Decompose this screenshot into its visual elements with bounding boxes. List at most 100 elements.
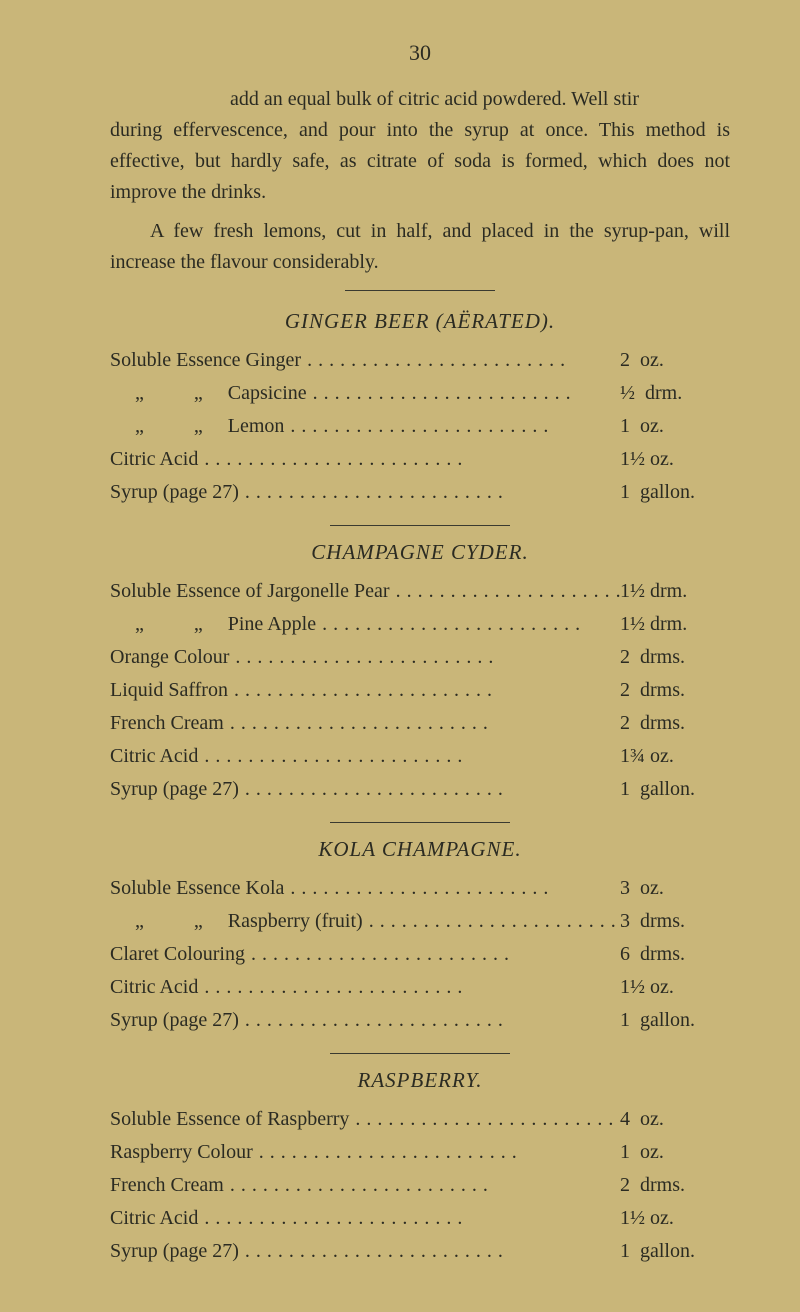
recipe-ingredient-value: 1 gallon. — [620, 1004, 730, 1037]
recipe-ingredient-label: French Cream — [110, 1169, 224, 1202]
leader-dots: ........................ — [239, 1235, 620, 1268]
page-number: 30 — [110, 40, 730, 66]
leader-dots: ........................ — [228, 674, 620, 707]
leader-dots: ........................ — [198, 1202, 620, 1235]
recipe-line: French Cream........................2 dr… — [110, 707, 730, 740]
recipe-ingredient-value: 1 oz. — [620, 410, 730, 443]
recipe-ingredient-value: 1 gallon. — [620, 773, 730, 806]
leader-dots: ........................ — [284, 872, 620, 905]
recipe-ingredient-value: 1½ oz. — [620, 443, 730, 476]
recipe-line: „ „ Raspberry (fruit)...................… — [110, 905, 730, 938]
recipe-line: „ „ Pine Apple........................1½… — [110, 608, 730, 641]
recipe-ingredient-label: Soluble Essence of Raspberry — [110, 1103, 349, 1136]
recipe-ingredient-value: 1¾ oz. — [620, 740, 730, 773]
leader-dots: ........................ — [229, 641, 620, 674]
leader-dots: ........................ — [198, 971, 620, 1004]
recipe-ingredient-value: 3 drms. — [620, 905, 730, 938]
recipe-line: Syrup (page 27)........................1… — [110, 773, 730, 806]
recipe-ingredient-value: 1½ oz. — [620, 1202, 730, 1235]
leader-dots: ........................ — [224, 1169, 620, 1202]
recipe-ingredient-label: Soluble Essence of Jargonelle Pear — [110, 575, 390, 608]
recipe-line: Citric Acid........................1½ oz… — [110, 443, 730, 476]
recipe-line: „ „ Lemon........................1 oz. — [110, 410, 730, 443]
leader-dots: ........................ — [363, 905, 620, 938]
recipe-ingredient-label: Citric Acid — [110, 443, 198, 476]
leader-dots: ........................ — [224, 707, 620, 740]
divider — [330, 822, 510, 823]
recipe-line: „ „ Capsicine........................½ d… — [110, 377, 730, 410]
recipe-line: Syrup (page 27)........................1… — [110, 1235, 730, 1268]
recipe-ingredient-label: Raspberry Colour — [110, 1136, 253, 1169]
recipe-line: Syrup (page 27)........................1… — [110, 476, 730, 509]
recipe-line: Citric Acid........................1¾ oz… — [110, 740, 730, 773]
recipe-ingredient-label: Citric Acid — [110, 740, 198, 773]
leader-dots: ........................ — [245, 938, 620, 971]
leader-dots: ........................ — [239, 1004, 620, 1037]
recipe-line: French Cream........................2 dr… — [110, 1169, 730, 1202]
leader-dots: ........................ — [307, 377, 620, 410]
leader-dots: ........................ — [239, 476, 620, 509]
leader-dots: ........................ — [198, 443, 620, 476]
leader-dots: ........................ — [316, 608, 620, 641]
intro-paragraph-2: A few fresh lemons, cut in half, and pla… — [110, 216, 730, 278]
recipe-ingredient-label: French Cream — [110, 707, 224, 740]
recipe-ingredient-label: Syrup (page 27) — [110, 1004, 239, 1037]
leader-dots: ........................ — [284, 410, 620, 443]
intro-rest: during effervescence, and pour into the … — [110, 119, 730, 203]
divider — [330, 525, 510, 526]
leader-dots: ........................ — [198, 740, 620, 773]
recipe-line: Syrup (page 27)........................1… — [110, 1004, 730, 1037]
recipe-title: KOLA CHAMPAGNE. — [110, 837, 730, 862]
intro-line-1: add an equal bulk of citric acid powdere… — [110, 84, 730, 115]
leader-dots: ........................ — [239, 773, 620, 806]
recipe-line: Claret Colouring........................… — [110, 938, 730, 971]
leader-dots: ........................ — [301, 344, 620, 377]
page: 30 add an equal bulk of citric acid powd… — [0, 0, 800, 1308]
recipe-ingredient-value: ½ drm. — [620, 377, 730, 410]
recipe-title: GINGER BEER (AËRATED). — [110, 309, 730, 334]
leader-dots: ........................ — [349, 1103, 620, 1136]
divider — [345, 290, 495, 291]
recipe-line: Soluble Essence of Jargonelle Pear......… — [110, 575, 730, 608]
recipe-title: CHAMPAGNE CYDER. — [110, 540, 730, 565]
recipe-ingredient-value: 6 drms. — [620, 938, 730, 971]
recipe-ingredient-label: Soluble Essence Ginger — [110, 344, 301, 377]
recipe-line: Liquid Saffron........................2 … — [110, 674, 730, 707]
leader-dots: ........................ — [390, 575, 620, 608]
recipe-ingredient-label: „ „ Capsicine — [110, 377, 307, 410]
recipe-ingredient-value: 1 gallon. — [620, 476, 730, 509]
recipe-ingredient-value: 1½ oz. — [620, 971, 730, 1004]
leader-dots: ........................ — [253, 1136, 620, 1169]
recipe-ingredient-value: 2 drms. — [620, 641, 730, 674]
recipe-ingredient-value: 2 oz. — [620, 344, 730, 377]
recipe-ingredient-value: 4 oz. — [620, 1103, 730, 1136]
recipe-line: Soluble Essence of Raspberry............… — [110, 1103, 730, 1136]
recipe-ingredient-label: „ „ Lemon — [110, 410, 284, 443]
recipe-line: Citric Acid........................1½ oz… — [110, 971, 730, 1004]
recipe-line: Raspberry Colour........................… — [110, 1136, 730, 1169]
recipe-ingredient-label: Claret Colouring — [110, 938, 245, 971]
recipe-title: RASPBERRY. — [110, 1068, 730, 1093]
recipe-ingredient-value: 2 drms. — [620, 707, 730, 740]
recipe-ingredient-label: Citric Acid — [110, 1202, 198, 1235]
recipe-ingredient-label: Syrup (page 27) — [110, 1235, 239, 1268]
recipe-ingredient-label: Liquid Saffron — [110, 674, 228, 707]
recipe-ingredient-value: 2 drms. — [620, 1169, 730, 1202]
recipe-line: Soluble Essence Ginger..................… — [110, 344, 730, 377]
recipe-line: Orange Colour........................2 d… — [110, 641, 730, 674]
recipe-ingredient-label: „ „ Pine Apple — [110, 608, 316, 641]
recipe-ingredient-label: Soluble Essence Kola — [110, 872, 284, 905]
recipe-ingredient-value: 3 oz. — [620, 872, 730, 905]
divider — [330, 1053, 510, 1054]
recipe-ingredient-value: 2 drms. — [620, 674, 730, 707]
recipe-ingredient-label: Orange Colour — [110, 641, 229, 674]
recipes-container: GINGER BEER (AËRATED). Soluble Essence Gi… — [110, 309, 730, 1268]
recipe-ingredient-label: Syrup (page 27) — [110, 773, 239, 806]
recipe-line: Citric Acid........................1½ oz… — [110, 1202, 730, 1235]
recipe-ingredient-label: „ „ Raspberry (fruit) — [110, 905, 363, 938]
intro-paragraph-1: add an equal bulk of citric acid powdere… — [110, 84, 730, 208]
recipe-ingredient-value: 1 gallon. — [620, 1235, 730, 1268]
recipe-ingredient-label: Citric Acid — [110, 971, 198, 1004]
recipe-ingredient-label: Syrup (page 27) — [110, 476, 239, 509]
recipe-ingredient-value: 1 oz. — [620, 1136, 730, 1169]
